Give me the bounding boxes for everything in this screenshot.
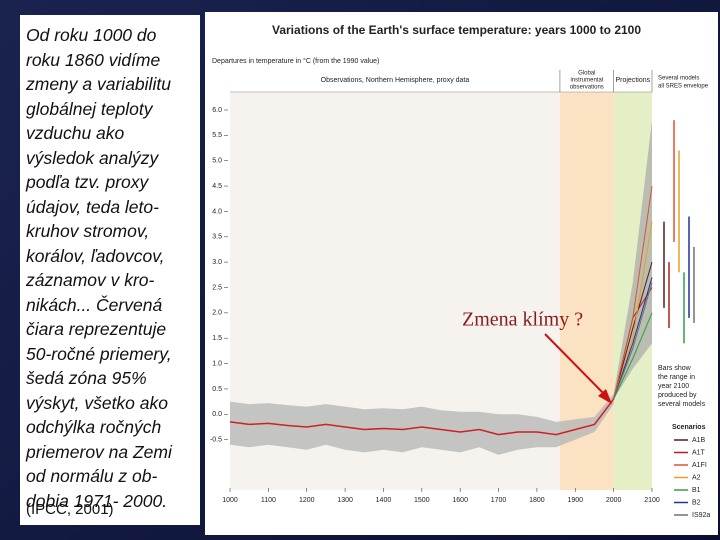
scenario-line bbox=[613, 312, 653, 400]
x-tick-label: 1400 bbox=[376, 497, 392, 504]
region-label: instrumental bbox=[570, 78, 603, 84]
arrow-head bbox=[598, 389, 612, 404]
region-label: observations bbox=[570, 85, 604, 91]
bars-label: produced by bbox=[658, 392, 697, 399]
x-tick-label: 1000 bbox=[222, 497, 238, 504]
plot: Observations, Northern Hemisphere, proxy… bbox=[210, 70, 710, 519]
y-tick-label: 1.5 bbox=[212, 335, 222, 342]
citation: (IPCC, 2001) bbox=[26, 501, 114, 518]
x-tick-label: 1800 bbox=[529, 497, 545, 504]
legend-label: IS92a bbox=[692, 512, 710, 519]
y-tick-label: 4.0 bbox=[212, 208, 222, 215]
y-tick-label: 1.0 bbox=[212, 360, 222, 367]
slide-text: Od roku 1000 do roku 1860 vidíme zmeny a… bbox=[26, 25, 172, 511]
y-tick-label: 3.0 bbox=[212, 259, 222, 266]
x-tick-label: 1600 bbox=[452, 497, 468, 504]
chart-title: Variations of the Earth's surface temper… bbox=[272, 23, 641, 37]
y-tick-label: 5.0 bbox=[212, 158, 222, 165]
region-label: Projections bbox=[615, 77, 650, 84]
bars-label: the range in bbox=[658, 374, 695, 381]
x-tick-label: 1200 bbox=[299, 497, 315, 504]
scenario-line bbox=[613, 221, 653, 400]
uncertainty-band bbox=[230, 394, 614, 455]
bars-label: year 2100 bbox=[658, 383, 689, 390]
legend-label: A2 bbox=[692, 474, 701, 481]
legend-label: B2 bbox=[692, 499, 701, 506]
scenario-line bbox=[613, 282, 653, 400]
x-tick-label: 1700 bbox=[491, 497, 507, 504]
x-tick-label: 1500 bbox=[414, 497, 430, 504]
envelope-label: all SRES envelope bbox=[658, 84, 709, 90]
x-tick-label: 1300 bbox=[337, 497, 353, 504]
y-tick-label: 0.0 bbox=[212, 411, 222, 418]
y-tick-label: 0.5 bbox=[212, 386, 222, 393]
x-tick-label: 1900 bbox=[567, 497, 583, 504]
observed-line bbox=[229, 398, 615, 436]
legend-label: B1 bbox=[692, 487, 701, 494]
x-tick-label: 1100 bbox=[261, 497, 276, 504]
annotation-arrow bbox=[544, 333, 609, 399]
y-tick-label: -0.5 bbox=[210, 436, 222, 443]
y-tick-label: 4.5 bbox=[212, 183, 222, 190]
y-tick-label: 5.5 bbox=[212, 132, 222, 139]
legend-label: A1T bbox=[692, 449, 706, 456]
legend-label: A1B bbox=[692, 437, 706, 444]
region-label: Global bbox=[578, 71, 595, 77]
y-axis-label: Departures in temperature in °C (from th… bbox=[212, 57, 379, 65]
scenario-line bbox=[613, 277, 653, 400]
y-tick-label: 3.5 bbox=[212, 234, 222, 241]
legend-title: Scenarios bbox=[672, 424, 706, 431]
bars-label: several models bbox=[658, 401, 706, 408]
bars-label: Bars show bbox=[658, 365, 692, 372]
legend-label: A1FI bbox=[692, 462, 707, 469]
y-tick-label: 2.0 bbox=[212, 310, 222, 317]
x-tick-label: 2100 bbox=[644, 497, 660, 504]
envelope bbox=[613, 120, 652, 400]
x-tick-label: 2000 bbox=[606, 497, 622, 504]
scenario-line bbox=[613, 185, 653, 400]
region-label: Observations, Northern Hemisphere, proxy… bbox=[321, 77, 470, 84]
envelope-label: Several models bbox=[658, 76, 699, 82]
scenario-line bbox=[613, 262, 653, 400]
y-tick-label: 6.0 bbox=[212, 107, 222, 114]
y-tick-label: 2.5 bbox=[212, 284, 222, 291]
annotation: Zmena klímy ? bbox=[462, 309, 583, 331]
text-box: Od roku 1000 do roku 1860 vidíme zmeny a… bbox=[20, 15, 200, 525]
